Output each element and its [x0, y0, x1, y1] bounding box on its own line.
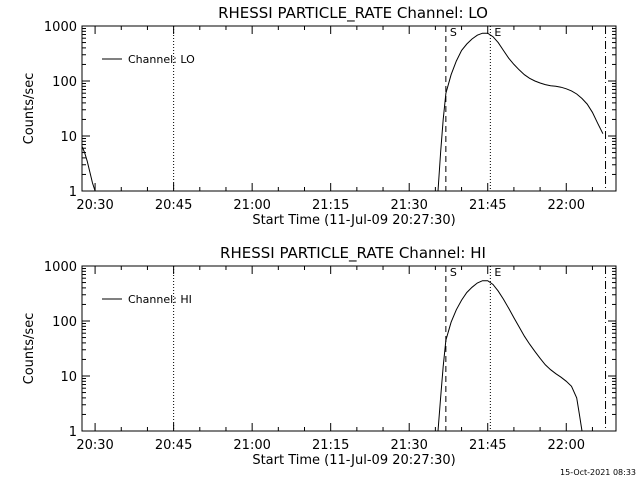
chart1-ylabel: Counts/sec	[22, 73, 37, 145]
chart1-xtick-label: 21:30	[390, 198, 427, 213]
chart2-frame	[81, 265, 617, 432]
chart2-xtick-label: 21:45	[469, 438, 506, 453]
chart1-legend-label: Channel: LO	[128, 53, 195, 66]
chart1-series-line	[81, 146, 96, 192]
chart1-xtick-label: 21:00	[233, 198, 270, 213]
chart1-series-line	[437, 32, 604, 192]
chart2-xtick-label: 22:00	[548, 438, 585, 453]
chart2-xtick-label: 21:15	[312, 438, 349, 453]
chart1-xtick-label: 21:45	[469, 198, 506, 213]
chart2-title: RHESSI PARTICLE_RATE Channel: HI	[220, 244, 486, 263]
chart2-vline-label: E	[494, 266, 501, 279]
chart1-vline-label: S	[450, 26, 457, 39]
chart2-series-line	[437, 280, 583, 432]
chart1-title: RHESSI PARTICLE_RATE Channel: LO	[218, 4, 488, 23]
chart1-frame	[81, 25, 617, 192]
footer-timestamp: 15-Oct-2021 08:33	[560, 468, 636, 477]
chart2-xtick-label: 21:30	[390, 438, 427, 453]
chart1-vline-label: E	[494, 26, 501, 39]
chart2-legend-label: Channel: HI	[128, 293, 192, 306]
chart1-xlabel: Start Time (11-Jul-09 20:27:30)	[252, 213, 455, 228]
chart2-ytick-label: 1	[69, 425, 77, 440]
chart2-xtick-label: 20:30	[76, 438, 113, 453]
chart2-xtick-label: 20:45	[155, 438, 192, 453]
chart1-xtick-label: 20:45	[155, 198, 192, 213]
chart1-xtick-label: 22:00	[548, 198, 585, 213]
chart2-xlabel: Start Time (11-Jul-09 20:27:30)	[252, 453, 455, 468]
chart2-ylabel: Counts/sec	[22, 313, 37, 385]
chart2-ytick-label: 1000	[44, 260, 77, 275]
chart2-ytick-label: 10	[60, 370, 77, 385]
chart2-vline-label: S	[450, 266, 457, 279]
chart1-ytick-label: 100	[52, 75, 77, 90]
chart1-ytick-label: 1000	[44, 20, 77, 35]
chart1-xtick-label: 20:30	[76, 198, 113, 213]
chart2-xtick-label: 21:00	[233, 438, 270, 453]
chart1-xtick-label: 21:15	[312, 198, 349, 213]
chart1-ytick-label: 10	[60, 130, 77, 145]
chart2-ytick-label: 100	[52, 315, 77, 330]
chart1-ytick-label: 1	[69, 185, 77, 200]
